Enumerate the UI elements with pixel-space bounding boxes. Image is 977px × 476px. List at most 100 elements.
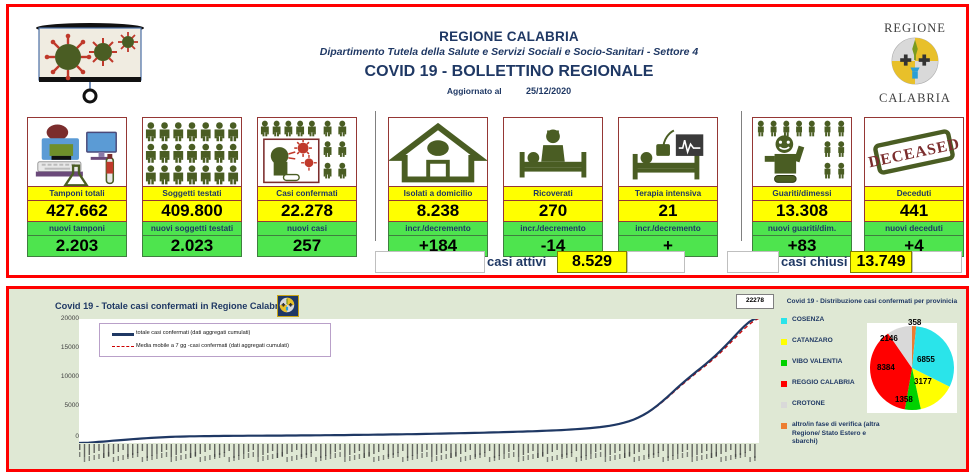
house-icon xyxy=(388,117,488,187)
x-axis-date-labels xyxy=(79,443,759,467)
card-casi-confermati: Casi confermati 22.278 nuovi casi 257 xyxy=(257,117,357,257)
card-terapia-intensiva: Terapia intensiva 21 incr./decremento + xyxy=(618,117,718,257)
legend-label-total: totale casi confermati (dati aggregati c… xyxy=(136,330,251,336)
summary-row: casi attivi 8.529 casi chiusi 13.749 xyxy=(9,251,966,275)
card-value: 8.238 xyxy=(388,201,488,222)
pie-chart-legend: COSENZA CATANZARO VIBO VALENTIA REGGIO C… xyxy=(781,316,889,452)
page-title: COVID 19 - BOLLETTINO REGIONALE xyxy=(364,63,654,80)
updated-label: Aggiornato al xyxy=(446,86,502,96)
y-tick: 5000 xyxy=(64,402,79,409)
card-sub-value: 257 xyxy=(257,236,357,257)
summary-spacer-end xyxy=(912,251,962,273)
pie-chart: Covid 19 - Distribuzione casi confermati… xyxy=(777,293,963,467)
pie-legend-item-altro: altro/in fase di verifica (altra Regione… xyxy=(781,421,889,452)
y-tick: 15000 xyxy=(60,344,79,351)
card-label: Tamponi totali xyxy=(27,187,127,201)
line-series-svg xyxy=(78,316,760,445)
card-sub-label: incr./decremento xyxy=(503,222,603,236)
active-cases-label: casi attivi xyxy=(487,254,547,269)
pie-legend-item-cosenza: COSENZA xyxy=(781,316,889,338)
pie-swatch-reggio-calabria xyxy=(781,381,787,387)
card-sub-label: nuovi guariti/dim. xyxy=(752,222,852,236)
closed-cases-value: 13.749 xyxy=(850,251,912,273)
card-label: Ricoverati xyxy=(503,187,603,201)
regione-calabria-crest-icon xyxy=(277,295,299,317)
card-soggetti-testati: Soggetti testati 409.800 nuovi soggetti … xyxy=(142,117,242,257)
pie-legend-label: altro/in fase di verifica (altra Regione… xyxy=(792,421,880,445)
pie-value-vibo-valentia: 1358 xyxy=(895,395,913,404)
cards-group-active: Isolati a domicilio 8.238 incr./decremen… xyxy=(375,111,733,257)
pie-value-catanzaro: 3177 xyxy=(914,377,932,386)
charts-panel: Covid 19 - Totale casi confermati in Reg… xyxy=(6,286,969,472)
card-tamponi-totali: Tamponi totali 427.662 nuovi tamponi 2.2… xyxy=(27,117,127,257)
projector-screen-virus-icon xyxy=(25,19,155,105)
pie-value-crotone: 2146 xyxy=(880,334,898,343)
card-sub-label: incr./decremento xyxy=(388,222,488,236)
card-isolati-domicilio: Isolati a domicilio 8.238 incr./decremen… xyxy=(388,117,488,257)
summary-spacer-right xyxy=(727,251,779,273)
deceased-stamp-icon: DECEASED xyxy=(864,117,964,187)
card-ricoverati: Ricoverati 270 incr./decremento -14 xyxy=(503,117,603,257)
y-tick: 10000 xyxy=(60,373,79,380)
card-sub-label: nuovi deceduti xyxy=(864,222,964,236)
card-value: 21 xyxy=(618,201,718,222)
card-value: 270 xyxy=(503,201,603,222)
pie-value-altro: 358 xyxy=(908,318,922,327)
bulletin-header: REGIONE CALABRIA Dipartimento Tutela del… xyxy=(9,7,966,107)
calabria-crest-icon xyxy=(891,37,939,85)
pie-value-cosenza: 6855 xyxy=(917,355,935,364)
pie-legend-label: CATANZARO xyxy=(792,337,833,344)
person-coughing-virus-icon xyxy=(257,117,357,187)
summary-spacer-left xyxy=(375,251,485,273)
department-name: Dipartimento Tutela della Salute e Servi… xyxy=(319,46,699,58)
card-value: 13.308 xyxy=(752,201,852,222)
y-tick: 0 xyxy=(75,433,79,440)
hospital-bed-patient-icon xyxy=(503,117,603,187)
pie-legend-label: REGGIO CALABRIA xyxy=(792,379,855,386)
pie-legend-item-vibo-valentia: VIBO VALENTIA xyxy=(781,358,889,380)
card-sub-label: nuovi soggetti testati xyxy=(142,222,242,236)
card-deceduti: DECEASED Deceduti 441 nuovi deceduti +4 xyxy=(864,117,964,257)
card-sub-label: nuovi casi xyxy=(257,222,357,236)
card-label: Casi confermati xyxy=(257,187,357,201)
lab-test-computer-icon xyxy=(27,117,127,187)
card-label: Isolati a domicilio xyxy=(388,187,488,201)
regione-calabria-logo: REGIONE CALABRIA xyxy=(867,21,963,105)
pie-swatch-altro xyxy=(781,423,787,429)
closed-cases-label: casi chiusi xyxy=(781,254,848,269)
stat-cards-strip: Tamponi totali 427.662 nuovi tamponi 2.2… xyxy=(17,111,964,257)
intensive-care-monitor-icon xyxy=(618,117,718,187)
card-sub-label: incr./decremento xyxy=(618,222,718,236)
pie-chart-canvas: 6855 3177 1358 8384 2146 358 xyxy=(867,318,957,413)
last-value-data-label: 22278 xyxy=(736,294,774,309)
card-label: Terapia intensiva xyxy=(618,187,718,201)
card-guariti-dimessi: Guariti/dimessi 13.308 nuovi guariti/dim… xyxy=(752,117,852,257)
pie-slices-svg xyxy=(869,326,955,411)
pie-legend-label: COSENZA xyxy=(792,316,825,323)
cards-group-testing: Tamponi totali 427.662 nuovi tamponi 2.2… xyxy=(17,111,367,257)
cards-group-outcome: Guariti/dimessi 13.308 nuovi guariti/dim… xyxy=(741,111,964,257)
legend-swatch-total xyxy=(112,333,134,336)
card-value: 409.800 xyxy=(142,201,242,222)
logo-word-bottom: CALABRIA xyxy=(879,91,951,105)
recovered-person-icon xyxy=(752,117,852,187)
card-value: 427.662 xyxy=(27,201,127,222)
card-sub-value: 2.023 xyxy=(142,236,242,257)
pie-value-reggio-calabria: 8384 xyxy=(877,363,895,372)
header-titles: REGIONE CALABRIA Dipartimento Tutela del… xyxy=(159,15,859,96)
card-label: Guariti/dimessi xyxy=(752,187,852,201)
line-chart-legend: totale casi confermati (dati aggregati c… xyxy=(99,323,331,357)
x-axis-tick-marks xyxy=(79,444,756,462)
active-cases-value: 8.529 xyxy=(557,251,627,273)
pie-swatch-crotone xyxy=(781,402,787,408)
pie-legend-item-crotone: CROTONE xyxy=(781,400,889,422)
pie-swatch-vibo-valentia xyxy=(781,360,787,366)
summary-panel: REGIONE CALABRIA Dipartimento Tutela del… xyxy=(6,4,969,278)
y-tick: 20000 xyxy=(60,315,79,322)
pie-legend-item-reggio-calabria: REGGIO CALABRIA xyxy=(781,379,889,401)
line-chart-title: Covid 19 - Totale casi confermati in Reg… xyxy=(55,301,287,311)
region-name: REGIONE CALABRIA xyxy=(439,29,579,44)
card-sub-value: 2.203 xyxy=(27,236,127,257)
card-sub-label: nuovi tamponi xyxy=(27,222,127,236)
